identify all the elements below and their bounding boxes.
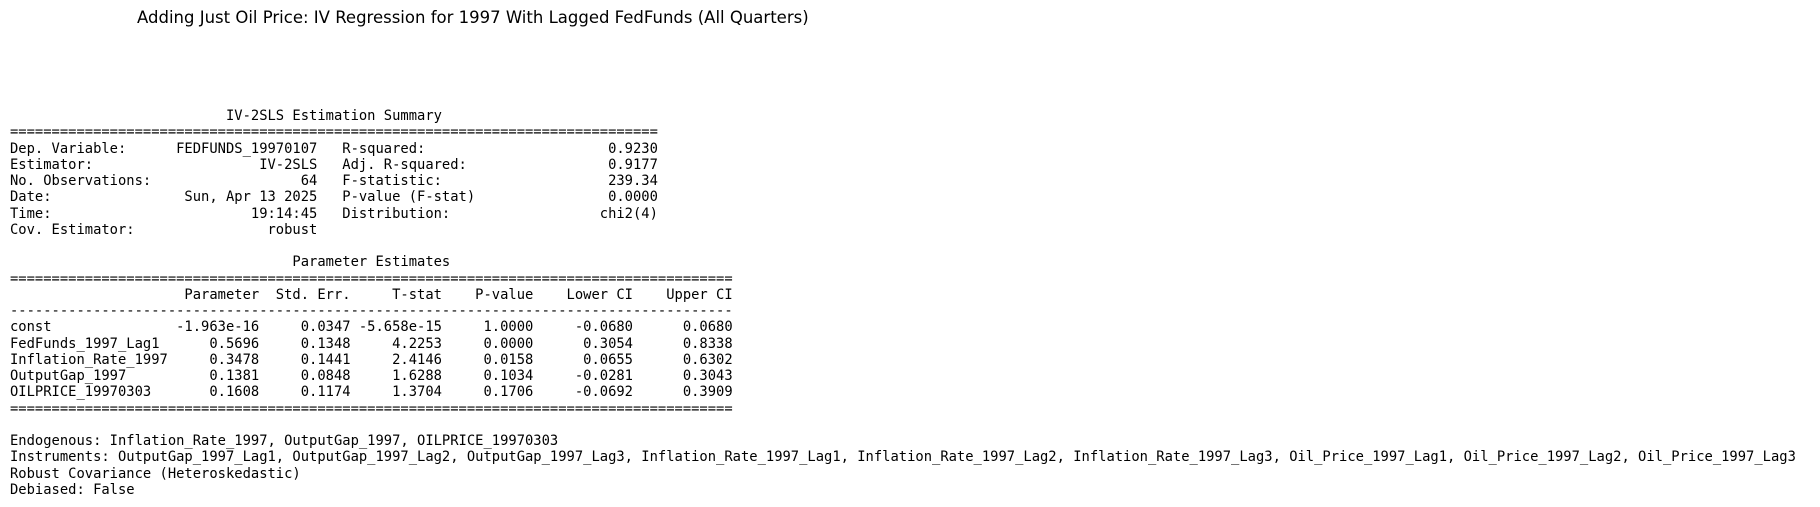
parameter-estimates-header: Parameter Estimates [10, 254, 451, 271]
summary-row-dep-variable: Dep. Variable: FEDFUNDS_19970107 R-squar… [10, 140, 658, 157]
summary-row-date: Date: Sun, Apr 13 2025 P-value (F-stat) … [10, 189, 658, 206]
summary-row-cov-estimator: Cov. Estimator: robust [10, 221, 318, 238]
params-rule-bottom: ========================================… [10, 400, 733, 417]
params-row-inflation-rate: Inflation_Rate_1997 0.3478 0.1441 2.4146… [10, 351, 733, 368]
endogenous-note: Endogenous: Inflation_Rate_1997, OutputG… [10, 433, 559, 449]
summary-row-estimator: Estimator: IV-2SLS Adj. R-squared: 0.917… [10, 156, 658, 173]
blank-line [10, 238, 1796, 254]
blank-line [10, 417, 1796, 433]
summary-row-observations: No. Observations: 64 F-statistic: 239.34 [10, 173, 658, 189]
summary-header: IV-2SLS Estimation Summary [10, 108, 442, 124]
figure-title: Adding Just Oil Price: IV Regression for… [137, 8, 809, 27]
params-row-const: const -1.963e-16 0.0347 -5.658e-15 1.000… [10, 319, 733, 336]
params-rule-dash: ----------------------------------------… [10, 303, 733, 319]
summary-rule-top: ========================================… [10, 124, 658, 141]
params-row-oilprice: OILPRICE_19970303 0.1608 0.1174 1.3704 0… [10, 384, 733, 401]
regression-summary: IV-2SLS Estimation Summary ==============… [10, 108, 1796, 498]
params-column-headers: Parameter Std. Err. T-stat P-value Lower… [10, 286, 733, 303]
covariance-note: Robust Covariance (Heteroskedastic) [10, 465, 301, 482]
params-row-fedfunds-lag1: FedFunds_1997_Lag1 0.5696 0.1348 4.2253 … [10, 335, 733, 352]
params-rule-top: ========================================… [10, 270, 733, 287]
instruments-note: Instruments: OutputGap_1997_Lag1, Output… [10, 449, 1796, 466]
summary-row-time: Time: 19:14:45 Distribution: chi2(4) [10, 205, 658, 222]
debiased-note: Debiased: False [10, 481, 135, 498]
params-row-outputgap: OutputGap_1997 0.1381 0.0848 1.6288 0.10… [10, 368, 733, 384]
